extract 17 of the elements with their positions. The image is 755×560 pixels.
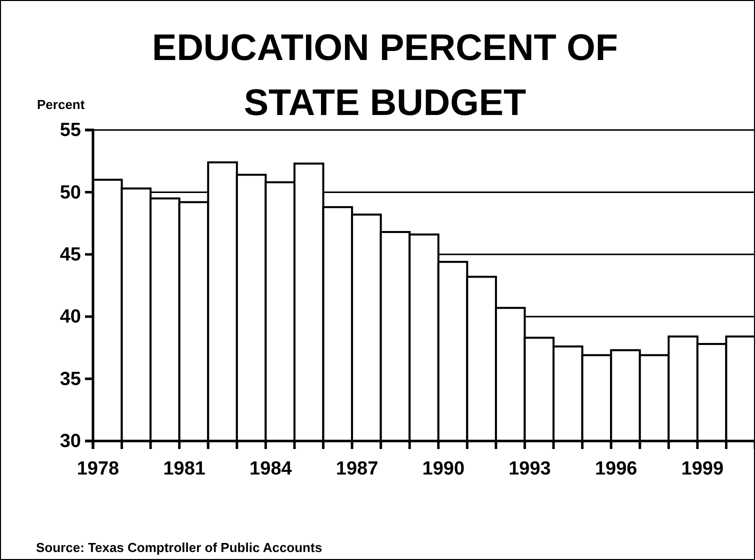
y-tick-label: 35 xyxy=(60,368,82,390)
y-tick-label: 55 xyxy=(60,120,82,142)
x-tick-label: 1987 xyxy=(336,458,378,480)
chart-title: EDUCATION PERCENT OF STATE BUDGET xyxy=(152,27,618,123)
x-tick-label: 1999 xyxy=(681,458,724,480)
y-axis-title: Percent xyxy=(37,97,86,112)
source-note: Source: Texas Comptroller of Public Accounts xyxy=(36,540,322,555)
x-tick-label: 1990 xyxy=(422,458,465,480)
y-tick-label: 50 xyxy=(60,182,81,204)
y-tick-label: 45 xyxy=(60,244,82,266)
x-tick-label: 1993 xyxy=(508,458,551,480)
x-tick-label: 1984 xyxy=(250,458,292,480)
y-tick-label: 30 xyxy=(60,431,81,452)
x-tick-label: 1996 xyxy=(594,458,638,480)
x-tick-label: 1978 xyxy=(76,458,120,480)
x-tick-label: 1981 xyxy=(163,458,206,480)
y-tick-label: 40 xyxy=(60,306,81,328)
